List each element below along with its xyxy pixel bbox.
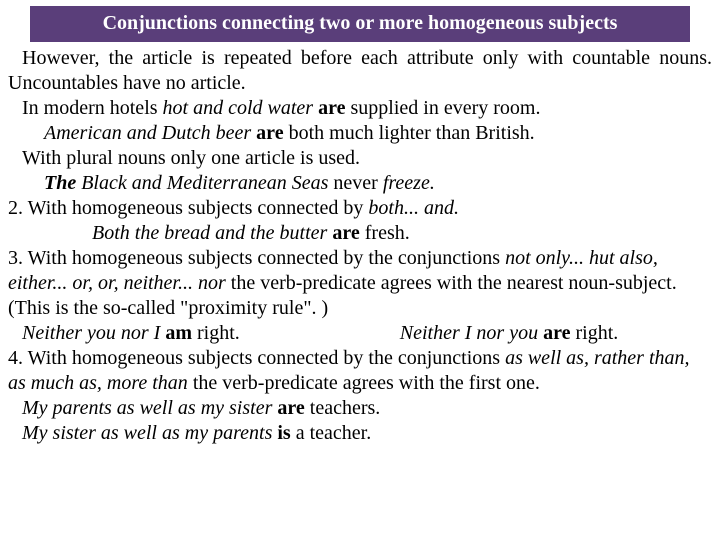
paragraph-4: With plural nouns only one article is us… xyxy=(8,146,712,171)
p5-italic: Black and Mediterranean Seas xyxy=(81,172,328,194)
p10-pre: 4. With homogeneous subjects connected b… xyxy=(8,347,505,369)
paragraph-1: However, the article is repeated before … xyxy=(8,46,712,96)
p9-mid: right. xyxy=(192,322,240,344)
p1-text: However, the article is repeated before … xyxy=(8,47,712,94)
p11-post: teachers. xyxy=(305,397,381,419)
p5-plain: never xyxy=(328,172,382,194)
p2-pre: In modern hotels xyxy=(22,97,163,119)
p3-bold: are xyxy=(256,122,283,144)
p9-bold1: am xyxy=(165,322,192,344)
p10-post: the verb-predicate agrees with the first… xyxy=(188,372,540,394)
p2-bold: are xyxy=(318,97,345,119)
paragraph-2: In modern hotels hot and cold water are … xyxy=(8,96,712,121)
p3-italic: American and Dutch beer xyxy=(44,122,256,144)
p5-italic2: freeze. xyxy=(383,172,435,194)
p7-post: fresh. xyxy=(360,222,410,244)
p9-italic2: Neither I nor you xyxy=(400,322,543,344)
content-area: However, the article is repeated before … xyxy=(0,46,720,446)
p2-post: supplied in every room. xyxy=(345,97,540,119)
p6-pre: 2. With homogeneous subjects connected b… xyxy=(8,197,368,219)
p12-bold: is xyxy=(277,422,290,444)
header-bar: Conjunctions connecting two or more homo… xyxy=(30,6,690,42)
p9-post: right. xyxy=(570,322,618,344)
p7-bold: are xyxy=(332,222,359,244)
p3-post: both much lighter than British. xyxy=(284,122,535,144)
p7-italic: Both the bread and the butter xyxy=(92,222,332,244)
p2-italic: hot and cold water xyxy=(163,97,319,119)
paragraph-7: Both the bread and the butter are fresh. xyxy=(8,221,712,246)
p9-bold2: are xyxy=(543,322,570,344)
p6-italic: both... and. xyxy=(368,197,459,219)
paragraph-5: The Black and Mediterranean Seas never f… xyxy=(8,171,712,196)
paragraph-8: 3. With homogeneous subjects connected b… xyxy=(8,246,712,321)
header-text: Conjunctions connecting two or more homo… xyxy=(103,12,618,34)
p5-bolditalic: The xyxy=(44,172,81,194)
paragraph-10: 4. With homogeneous subjects connected b… xyxy=(8,346,712,396)
paragraph-12: My sister as well as my parents is a tea… xyxy=(8,421,712,446)
paragraph-11: My parents as well as my sister are teac… xyxy=(8,396,712,421)
p9-italic1: Neither you nor I xyxy=(22,322,165,344)
p8-pre: 3. With homogeneous subjects connected b… xyxy=(8,247,505,269)
paragraph-9: Neither you nor I am right. Neither I nor… xyxy=(8,321,712,346)
p12-post: a teacher. xyxy=(291,422,372,444)
p12-italic: My sister as well as my parents xyxy=(22,422,277,444)
p4-text: With plural nouns only one article is us… xyxy=(22,147,360,169)
paragraph-3: American and Dutch beer are both much li… xyxy=(8,121,712,146)
paragraph-6: 2. With homogeneous subjects connected b… xyxy=(8,196,712,221)
p11-bold: are xyxy=(277,397,304,419)
p11-italic: My parents as well as my sister xyxy=(22,397,277,419)
